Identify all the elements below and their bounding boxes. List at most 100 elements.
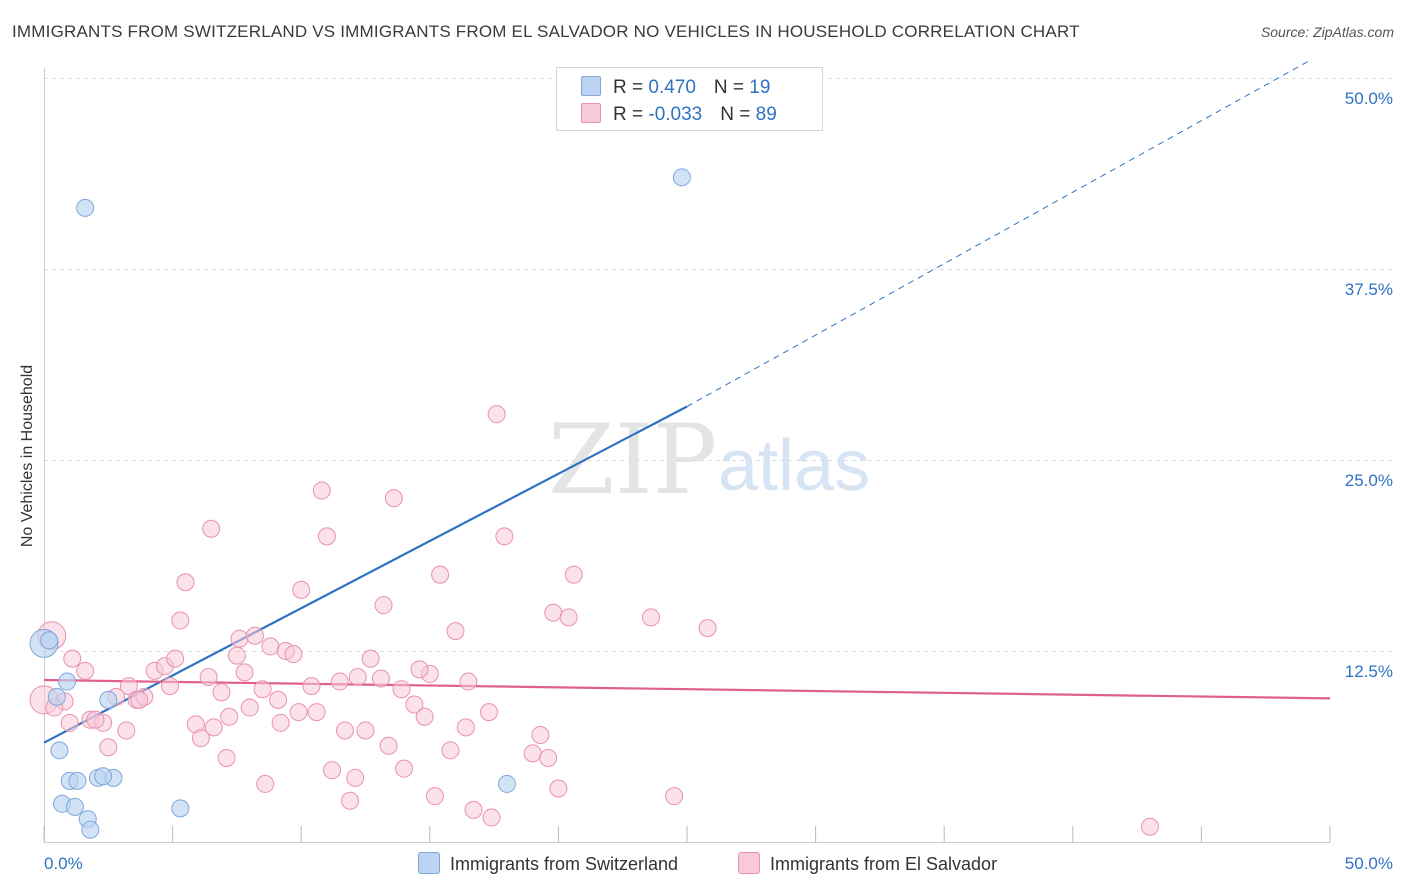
point-el-salvador — [544, 603, 563, 622]
point-el-salvador — [531, 726, 550, 745]
point-el-salvador — [564, 565, 583, 584]
point-el-salvador — [99, 738, 118, 757]
chart-title: IMMIGRANTS FROM SWITZERLAND VS IMMIGRANT… — [12, 22, 1080, 41]
point-el-salvador — [698, 619, 717, 638]
point-el-salvador — [341, 791, 360, 810]
point-el-salvador — [289, 703, 308, 722]
bottom-legend-el-salvador: Immigrants from El Salvador — [738, 852, 997, 875]
point-el-salvador — [346, 768, 365, 787]
point-el-salvador — [63, 649, 82, 668]
point-el-salvador — [441, 741, 460, 760]
point-el-salvador — [86, 710, 105, 729]
point-el-salvador — [230, 629, 249, 648]
legend-r-value: -0.033 — [648, 104, 703, 125]
point-el-salvador — [523, 744, 542, 763]
point-el-salvador — [292, 580, 311, 599]
point-el-salvador — [271, 713, 290, 732]
point-el-salvador — [60, 713, 79, 732]
point-el-salvador — [256, 774, 275, 793]
point-el-salvador — [330, 672, 349, 691]
point-el-salvador — [261, 637, 280, 656]
x-tick-label-min: 0.0% — [44, 854, 83, 873]
y-tick-label: 25.0% — [1345, 471, 1393, 490]
watermark-atlas: atlas — [718, 426, 870, 506]
bottom-legend-switzerland: Immigrants from Switzerland — [418, 852, 678, 875]
point-el-salvador — [482, 808, 501, 827]
point-el-salvador — [176, 573, 195, 592]
y-tick-label: 12.5% — [1345, 662, 1393, 681]
point-el-salvador — [410, 660, 429, 679]
point-el-salvador — [253, 680, 272, 699]
point-switzerland — [81, 820, 100, 839]
point-switzerland — [99, 690, 118, 709]
point-el-salvador — [161, 677, 180, 696]
bottom-legend-swatch-pink — [738, 852, 760, 874]
point-el-salvador — [361, 649, 380, 668]
point-el-salvador — [323, 761, 342, 780]
legend-n-label: N = — [720, 104, 756, 125]
point-el-salvador — [312, 481, 331, 500]
point-el-salvador — [245, 626, 264, 645]
x-tick-label-max: 50.0% — [1345, 854, 1393, 873]
point-el-salvador — [227, 646, 246, 665]
point-switzerland — [58, 672, 77, 691]
point-el-salvador — [76, 661, 95, 680]
point-switzerland — [65, 797, 84, 816]
point-el-salvador — [117, 721, 136, 740]
legend-r-value: 0.470 — [648, 77, 696, 98]
point-el-salvador — [171, 611, 190, 630]
point-el-salvador — [130, 690, 149, 709]
point-el-salvador — [539, 748, 558, 767]
point-el-salvador — [191, 729, 210, 748]
data-points — [29, 168, 1159, 839]
point-el-salvador — [487, 405, 506, 424]
legend-n-label: N = — [713, 77, 750, 98]
point-el-salvador — [495, 527, 514, 546]
point-el-salvador — [217, 748, 236, 767]
point-el-salvador — [307, 703, 326, 722]
point-el-salvador — [335, 721, 354, 740]
point-el-salvador — [559, 608, 578, 627]
point-switzerland — [47, 687, 66, 706]
trend-line-el-salvador — [43, 678, 1331, 700]
point-el-salvador — [212, 683, 231, 702]
point-el-salvador — [464, 800, 483, 819]
point-el-salvador — [204, 718, 223, 737]
y-tick-label: 37.5% — [1345, 280, 1393, 299]
point-el-salvador — [379, 736, 398, 755]
point-switzerland — [497, 774, 516, 793]
point-el-salvador — [392, 680, 411, 699]
correlation-legend: R = 0.470 N = 19 R = -0.033 N = 89 — [556, 67, 823, 131]
bottom-legend-label: Immigrants from El Salvador — [770, 854, 998, 874]
point-switzerland — [68, 771, 87, 790]
point-el-salvador — [119, 677, 138, 696]
legend-r-label: R = — [613, 77, 649, 98]
point-el-salvador — [479, 703, 498, 722]
point-el-salvador — [395, 759, 414, 778]
point-el-salvador — [415, 707, 434, 726]
legend-swatch-blue — [581, 76, 601, 96]
grid-lines — [44, 78, 1392, 652]
point-el-salvador — [284, 645, 303, 664]
point-el-salvador — [374, 596, 393, 615]
point-el-salvador — [202, 519, 221, 538]
legend-n-value: 19 — [749, 77, 771, 98]
point-el-salvador — [269, 690, 288, 709]
point-el-salvador — [356, 721, 375, 740]
point-el-salvador — [199, 667, 218, 686]
legend-n-value: 89 — [755, 104, 777, 125]
point-switzerland — [94, 767, 113, 786]
point-el-salvador — [549, 779, 568, 798]
point-el-salvador — [665, 787, 684, 806]
source-credit: Source: ZipAtlas.com — [1260, 24, 1394, 40]
legend-row-switzerland: R = 0.470 N = 19 — [581, 76, 770, 99]
bottom-legend-label: Immigrants from Switzerland — [450, 854, 679, 874]
point-el-salvador — [456, 718, 475, 737]
point-switzerland — [171, 799, 190, 818]
point-el-salvador — [166, 649, 185, 668]
tick-labels: 12.5% 25.0% 37.5% 50.0% 0.0% 50.0% — [44, 89, 1393, 873]
legend-row-el-salvador: R = -0.033 N = 89 — [581, 103, 777, 126]
point-switzerland — [50, 741, 69, 760]
point-el-salvador — [384, 489, 403, 508]
